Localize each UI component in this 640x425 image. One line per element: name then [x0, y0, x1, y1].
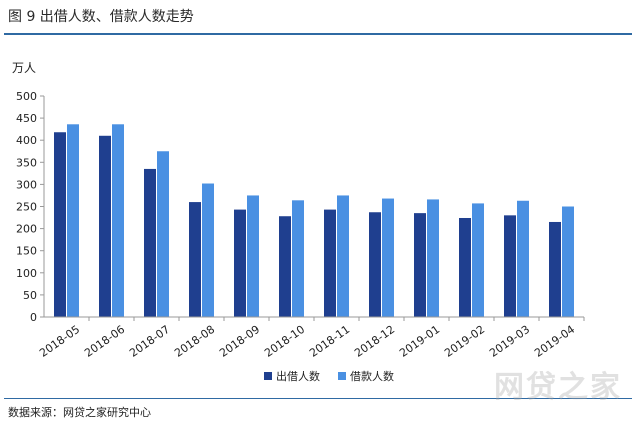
bar-lenders [144, 168, 156, 317]
x-tick-label: 2018-11 [307, 323, 352, 360]
bar-borrowers [202, 183, 214, 317]
bar-borrowers [382, 198, 394, 317]
y-tick-label: 50 [23, 289, 37, 302]
bar-borrowers [247, 195, 259, 317]
bar-lenders [324, 209, 336, 317]
bar-borrowers [517, 200, 529, 317]
figure-title: 图 9 出借人数、借款人数走势 [8, 9, 194, 25]
y-axis-unit-label: 万人 [12, 61, 36, 75]
legend-label: 出借人数 [276, 369, 320, 383]
legend-swatch [264, 372, 272, 380]
legend-label: 借款人数 [350, 369, 394, 383]
bar-lenders [234, 209, 246, 317]
y-tick-label: 450 [16, 112, 37, 125]
y-tick-label: 100 [16, 267, 37, 280]
bar-lenders [459, 217, 471, 317]
bar-borrowers [427, 199, 439, 317]
data-source-note: 数据来源：网贷之家研究中心 [8, 406, 151, 419]
x-tick-label: 2018-07 [127, 323, 172, 360]
legend-swatch [338, 372, 346, 380]
bars [54, 124, 574, 318]
legend: 出借人数 借款人数 [264, 369, 394, 383]
bar-lenders [504, 215, 516, 317]
y-tick-label: 0 [30, 311, 37, 324]
bar-lenders [54, 132, 66, 317]
bar-borrowers [472, 203, 484, 317]
x-tick-label: 2018-08 [172, 323, 217, 360]
title-divider [4, 33, 632, 35]
y-tick-label: 200 [16, 223, 37, 236]
bar-borrowers [337, 195, 349, 317]
x-tick-label: 2018-06 [82, 323, 127, 360]
bar-lenders [99, 135, 111, 317]
y-axis-ticks: 0 50 100 150 200 250 300 350 400 450 500 [16, 90, 44, 324]
x-tick-label: 2019-01 [397, 323, 442, 360]
x-tick-label: 2018-12 [352, 323, 397, 360]
y-tick-label: 400 [16, 134, 37, 147]
bar-borrowers [112, 124, 124, 318]
x-tick-label: 2019-03 [487, 323, 532, 360]
bar-lenders [189, 202, 201, 317]
y-tick-label: 300 [16, 178, 37, 191]
y-tick-label: 500 [16, 90, 37, 103]
bar-lenders [279, 216, 291, 317]
bar-borrowers [562, 206, 574, 317]
bar-lenders [549, 221, 561, 317]
x-tick-label: 2018-05 [37, 323, 82, 360]
bar-chart: 万人 0 50 100 150 200 250 300 350 400 450 500 2018-0… [12, 61, 585, 383]
x-tick-label: 2019-04 [532, 323, 577, 360]
x-tick-label: 2019-02 [442, 323, 487, 360]
bar-borrowers [67, 124, 79, 318]
y-tick-label: 350 [16, 156, 37, 169]
bottom-divider [4, 398, 632, 399]
watermark-logo: 网贷之家 [494, 370, 622, 405]
bar-borrowers [157, 151, 169, 317]
y-tick-label: 150 [16, 245, 37, 258]
bar-lenders [414, 213, 426, 317]
x-axis-ticks: 2018-05 2018-06 2018-07 2018-08 2018-09 2018-… [37, 317, 585, 360]
bar-borrowers [292, 200, 304, 317]
bar-lenders [369, 212, 381, 317]
x-tick-label: 2018-09 [217, 323, 262, 360]
y-tick-label: 250 [16, 201, 37, 214]
x-tick-label: 2018-10 [262, 323, 307, 360]
